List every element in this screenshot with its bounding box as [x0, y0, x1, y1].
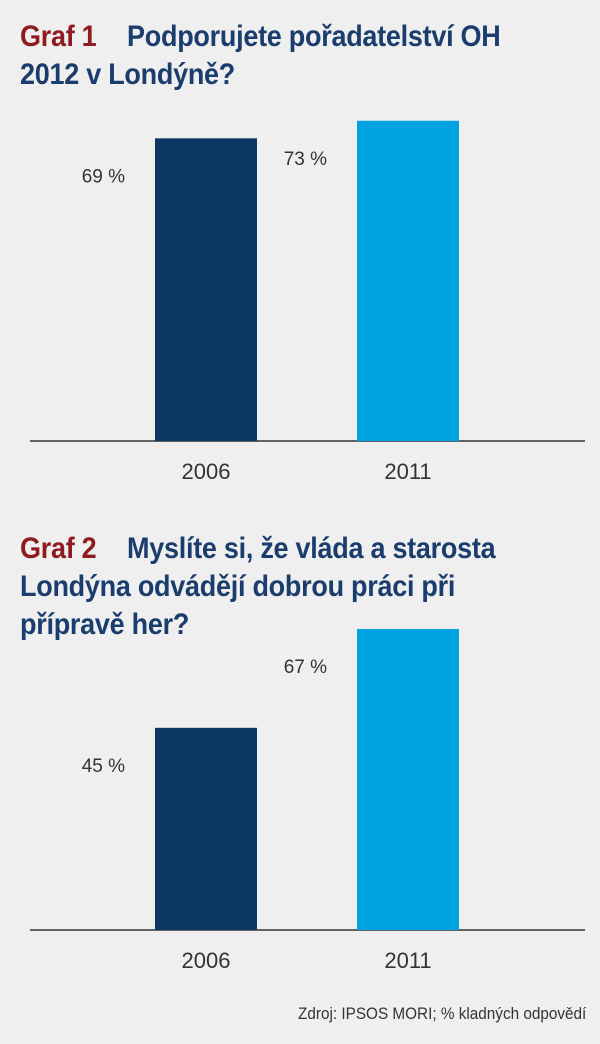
- chart-1-title: Graf 1 Podporujete pořadatelství OH 2012 …: [20, 18, 533, 94]
- chart-2-category-label: 2011: [384, 948, 431, 973]
- chart-2-bar-2011: [357, 628, 459, 930]
- chart-1: 69 % 2006 73 % 2011: [30, 120, 585, 484]
- chart-2-question: Myslíte si, že vláda a starosta Londýna …: [20, 532, 496, 641]
- chart-2-value-label: 67 %: [284, 657, 327, 678]
- source-note: Zdroj: IPSOS MORI; % kladných odpovědí: [297, 1004, 586, 1023]
- chart-2-value-label: 45 %: [82, 756, 125, 777]
- chart-1-category-label: 2006: [182, 459, 231, 484]
- chart-2: 45 % 2006 67 % 2011: [30, 628, 585, 973]
- chart-1-value-label: 73 %: [284, 149, 327, 170]
- chart-2-title: Graf 2 Myslíte si, že vláda a starosta Lo…: [20, 530, 533, 644]
- chart-1-label: Graf 1: [20, 20, 97, 53]
- chart-1-category-label: 2011: [384, 459, 431, 484]
- chart-1-bar-2006: [155, 138, 257, 441]
- chart-1-question: Podporujete pořadatelství OH 2012 v Lond…: [20, 20, 501, 91]
- chart-2-label: Graf 2: [20, 532, 97, 565]
- chart-1-value-label: 69 %: [82, 166, 125, 187]
- chart-2-category-label: 2006: [182, 948, 231, 973]
- chart-2-bar-2006: [155, 727, 257, 930]
- chart-1-bar-2011: [357, 120, 459, 442]
